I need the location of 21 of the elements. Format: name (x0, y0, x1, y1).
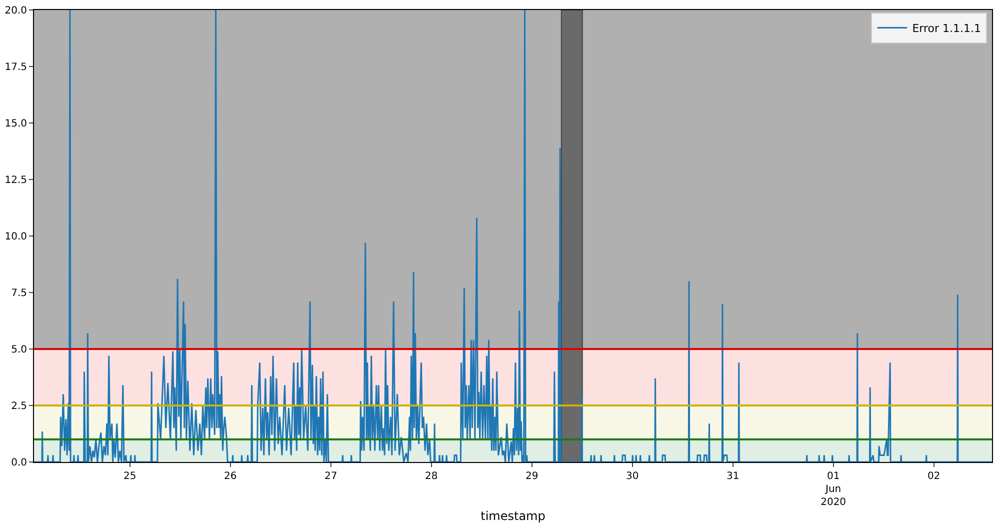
y-tick-label: 17.5 (4, 62, 27, 73)
y-tick-label: 12.5 (4, 175, 27, 186)
x-axis-title: timestamp (480, 508, 546, 523)
x-tick-label: 25 (124, 471, 136, 482)
x-tick-label: 26 (224, 471, 237, 482)
x-tick-label: 27 (324, 471, 338, 482)
x-tick-label: 02 (927, 471, 940, 482)
y-tick-label: 2.5 (11, 401, 27, 412)
x-tick-label: 30 (626, 471, 639, 482)
x-tick-label: 28 (424, 471, 438, 482)
line-series (34, 10, 992, 462)
x-tick-label: 31 (726, 471, 740, 482)
y-tick-label: 10.0 (4, 232, 27, 242)
y-tick-label: 20.0 (4, 6, 27, 16)
y-tick-label: 15.0 (4, 118, 27, 130)
x-tick-label: 01 Jun 2020 (820, 471, 846, 508)
x-tick-label: 29 (525, 471, 538, 482)
legend-label: Error 1.1.1.1 (912, 22, 982, 36)
y-tick-label: 0.0 (11, 458, 27, 468)
y-tick-label: 5.0 (11, 344, 27, 356)
y-tick-label: 7.5 (11, 288, 27, 299)
